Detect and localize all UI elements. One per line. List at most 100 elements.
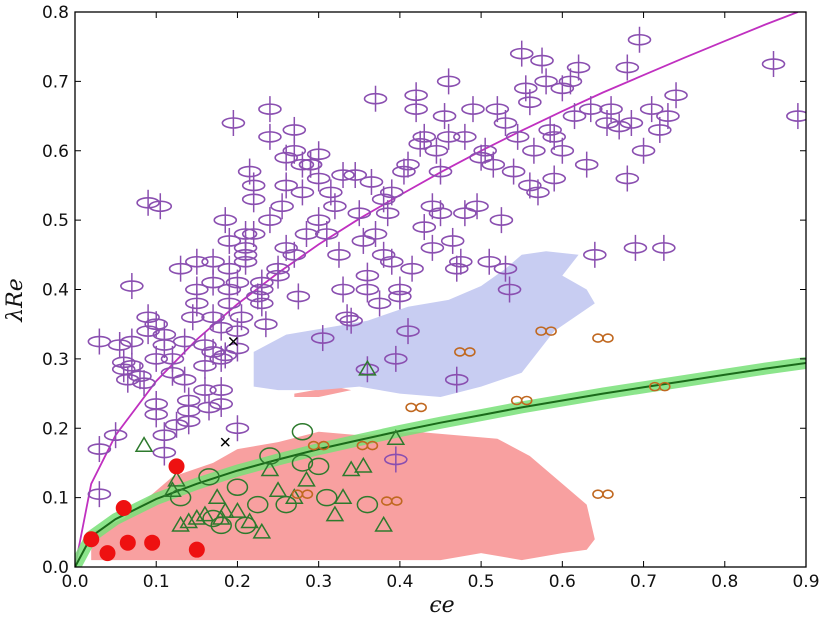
x-tick-label: 0.7: [630, 572, 657, 592]
ellipse-marker: [274, 151, 298, 164]
purple-ellipses-with-errorbars-point: [306, 141, 331, 168]
purple-ellipses-with-errorbars-point: [225, 269, 250, 296]
red-filled-circles-point: [115, 500, 132, 517]
ellipse-marker: [286, 290, 311, 303]
ellipse-marker: [87, 443, 112, 455]
ellipse-marker: [444, 262, 469, 275]
purple-ellipses-with-errorbars-point: [274, 144, 298, 171]
ellipse-marker: [436, 131, 461, 143]
ellipse-marker: [225, 342, 250, 355]
purple-ellipses-with-errorbars-point: [258, 207, 282, 234]
orange-infinity-point: [454, 347, 476, 357]
ellipse-marker: [542, 172, 567, 185]
ellipse-marker: [513, 82, 538, 95]
ellipse-marker: [412, 221, 437, 233]
purple-ellipses-with-errorbars-point: [193, 377, 217, 404]
ellipse-marker: [566, 61, 591, 74]
purple-ellipses-with-errorbars-point: [306, 165, 331, 192]
ellipse-marker: [420, 200, 445, 213]
purple-ellipses-with-errorbars-point: [420, 193, 445, 220]
purple-ellipses-with-errorbars-point: [440, 227, 465, 254]
infinity-right-loop: [301, 489, 314, 499]
purple-ellipses-with-errorbars-point: [664, 82, 688, 109]
purple-ellipses-with-errorbars-point: [225, 335, 250, 362]
purple-ellipses-with-errorbars-point: [493, 110, 518, 136]
infinity-right-loop: [415, 402, 427, 413]
y-tick-label: 0.8: [42, 3, 69, 23]
ellipse-marker: [172, 373, 197, 386]
green-triangles-point: [167, 470, 186, 487]
purple-ellipses-with-errorbars-point: [233, 248, 258, 275]
green-open-circles-point: [198, 468, 220, 486]
green-open-circles-point: [169, 488, 192, 507]
orange-infinity-point: [356, 440, 379, 451]
red-filled-circles-point: [144, 534, 161, 551]
purple-ellipses-with-errorbars-point: [128, 363, 152, 390]
ellipse-marker: [258, 103, 282, 115]
infinity-right-loop: [658, 381, 671, 392]
ellipse-marker: [355, 283, 380, 296]
slow-rotator-region: [91, 431, 595, 561]
y-tick-label: 0.7: [42, 72, 69, 92]
purple-ellipses-with-errorbars-point: [185, 290, 209, 317]
purple-ellipses-with-errorbars-point: [623, 234, 648, 261]
ellipse-marker: [493, 117, 518, 129]
ellipse-marker: [595, 117, 619, 129]
ellipse-marker: [270, 200, 294, 213]
ellipse-marker: [639, 103, 664, 115]
purple-ellipses-with-errorbars-point: [656, 103, 680, 130]
purple-ellipses-with-errorbars-point: [87, 481, 112, 508]
red-filled-circles-point: [188, 541, 205, 558]
green-open-circles-point: [247, 495, 269, 514]
ellipse-marker: [201, 255, 225, 268]
green-triangles-point: [341, 460, 361, 477]
ellipse-marker: [343, 169, 368, 181]
green-open-circles-point: [291, 422, 314, 441]
purple-ellipses-with-errorbars-point: [164, 411, 189, 438]
orange-infinity-point: [307, 440, 330, 451]
ellipse-marker: [290, 186, 315, 199]
ellipse-marker: [542, 131, 567, 143]
ellipse-marker: [444, 373, 469, 386]
purple-ellipses-with-errorbars-point: [493, 255, 518, 282]
purple-ellipses-with-errorbars-point: [566, 54, 591, 81]
ellipse-marker: [505, 131, 530, 143]
purple-ellipses-with-errorbars-point: [168, 255, 193, 282]
purple-ellipses-with-errorbars-point: [428, 158, 453, 185]
purple-ellipses-with-errorbars-point: [314, 221, 339, 247]
ellipse-marker: [148, 200, 173, 213]
purple-ellipses-with-errorbars-point: [396, 151, 420, 178]
ellipse-marker: [497, 283, 522, 296]
purple-ellipses-with-errorbars-point: [120, 328, 144, 355]
ellipse-marker: [144, 318, 169, 330]
purple-ellipses-with-errorbars-point: [526, 179, 550, 206]
ellipse-marker: [428, 165, 453, 178]
ellipse-marker: [209, 398, 233, 410]
purple-ellipses-with-errorbars-point: [144, 401, 169, 428]
purple-ellipses-with-errorbars-point: [213, 342, 238, 369]
green-triangles-point: [325, 505, 345, 522]
purple-ellipses-with-errorbars-point: [562, 103, 587, 130]
purple-ellipses-with-errorbars-point: [652, 234, 676, 261]
ellipse-marker: [152, 328, 177, 341]
infinity-right-loop: [602, 489, 614, 499]
ellipse-marker: [518, 179, 542, 192]
ellipse-marker: [384, 453, 408, 466]
ellipse-marker: [217, 297, 242, 310]
green-open-circles-point: [316, 488, 338, 507]
purple-ellipses-with-errorbars-point: [201, 304, 225, 331]
ellipse-marker: [258, 214, 282, 226]
purple-ellipses-with-errorbars-point: [627, 26, 652, 53]
x-axis-label: ϵe: [429, 593, 454, 618]
purple-ellipses-with-errorbars-point: [518, 89, 542, 116]
purple-ellipses-with-errorbars-point: [388, 283, 412, 310]
ellipse-marker: [396, 325, 420, 337]
ellipse-marker: [282, 124, 307, 136]
ellipse-marker: [761, 58, 786, 70]
ellipse-marker: [359, 176, 384, 188]
x-tick-label: 0.5: [468, 572, 495, 592]
green-open-circles-point: [275, 495, 297, 514]
ellipse-marker: [363, 228, 388, 240]
purple-ellipses-with-errorbars-point: [371, 241, 396, 268]
